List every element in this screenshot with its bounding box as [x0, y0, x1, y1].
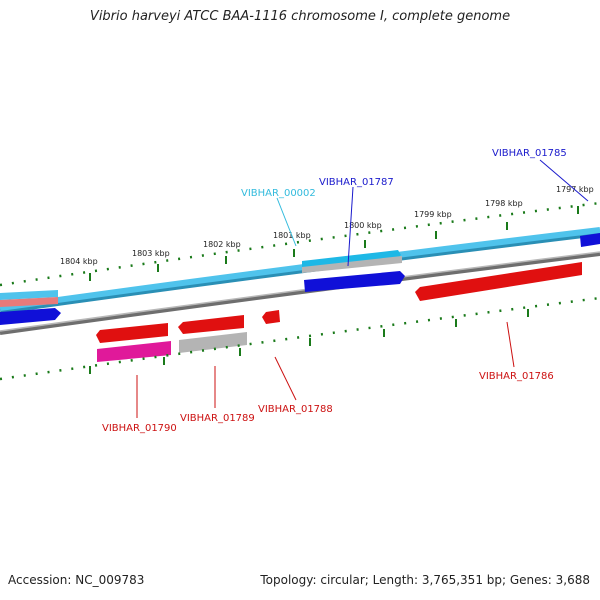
- gene-vibhar-01789-red[interactable]: [178, 315, 244, 334]
- lower-scale-major-ticks: [89, 309, 529, 374]
- gene-vibhar-01790-red[interactable]: [96, 323, 168, 343]
- genome-summary: Topology: circular; Length: 3,765,351 bp…: [260, 573, 590, 587]
- label-vibhar-01789[interactable]: VIBHAR_01789: [180, 413, 255, 424]
- label-vibhar-01785[interactable]: VIBHAR_01785: [492, 148, 567, 159]
- gene-pink-left-fragment[interactable]: [0, 297, 58, 307]
- upper-scale-minor-ticks: [0, 201, 600, 287]
- backbone-forward: [0, 227, 600, 311]
- backbone-reverse-highlight: [0, 251, 600, 332]
- label-leaders: [136, 159, 589, 418]
- gene-vibhar-01790-magenta[interactable]: [97, 341, 171, 362]
- gene-vibhar-01788[interactable]: [262, 310, 280, 324]
- gene-grey-upper[interactable]: [302, 256, 402, 273]
- map-title: Vibrio harveyi ATCC BAA-1116 chromosome …: [89, 9, 511, 24]
- gene-cyan-left-fragment[interactable]: [0, 290, 58, 300]
- label-vibhar-00002[interactable]: VIBHAR_00002: [241, 188, 316, 199]
- leader-vibhar-01785: [539, 159, 589, 202]
- label-vibhar-01786[interactable]: VIBHAR_01786: [479, 371, 554, 382]
- gene-vibhar-01787-track[interactable]: [304, 271, 405, 292]
- scale-label-1799: 1799 kbp: [414, 210, 452, 219]
- gene-forward-left[interactable]: [0, 308, 61, 325]
- upper-scale-major-ticks: [89, 206, 579, 281]
- lower-scale-ring: [0, 296, 600, 381]
- backbone-reverse: [0, 252, 600, 335]
- upper-scale-ring: [0, 201, 600, 287]
- label-vibhar-01787[interactable]: VIBHAR_01787: [319, 177, 394, 188]
- scale-label-1804: 1804 kbp: [60, 257, 98, 266]
- scale-label-1798: 1798 kbp: [485, 199, 523, 208]
- gene-labels: VIBHAR_00002 VIBHAR_01787 VIBHAR_01785 V…: [102, 148, 567, 434]
- leader-vibhar-01788: [274, 356, 297, 401]
- gene-vibhar-01789-grey[interactable]: [179, 332, 247, 353]
- gene-vibhar-01785-track[interactable]: [580, 233, 600, 247]
- accession-label: Accession: NC_009783: [8, 573, 145, 587]
- label-vibhar-01790[interactable]: VIBHAR_01790: [102, 423, 177, 434]
- leader-vibhar-01787: [347, 186, 354, 267]
- label-vibhar-01788[interactable]: VIBHAR_01788: [258, 404, 333, 415]
- lower-scale-minor-ticks: [0, 296, 600, 381]
- scale-labels: 1804 kbp 1803 kbp 1802 kbp 1801 kbp 1800…: [60, 185, 594, 266]
- gene-vibhar-00002-track[interactable]: [302, 250, 401, 268]
- gene-vibhar-01786[interactable]: [415, 262, 582, 301]
- scale-label-1803: 1803 kbp: [132, 249, 170, 258]
- scale-label-1800: 1800 kbp: [344, 221, 382, 230]
- leader-vibhar-01786: [506, 321, 515, 368]
- scale-label-1802: 1802 kbp: [203, 240, 241, 249]
- leader-vibhar-00002: [276, 197, 297, 247]
